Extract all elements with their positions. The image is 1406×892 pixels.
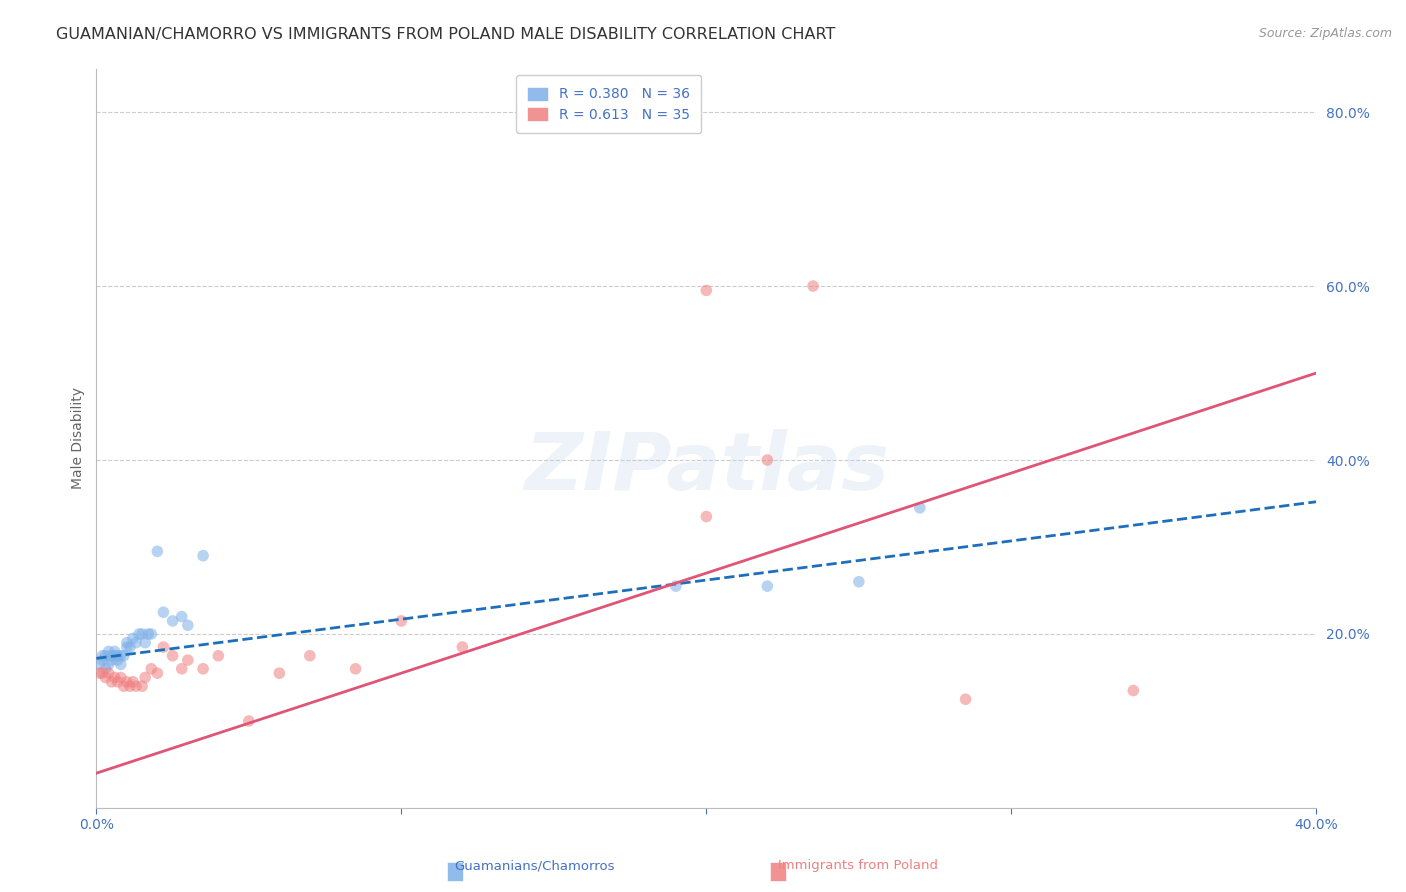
- Point: [152, 640, 174, 654]
- Point: [177, 618, 200, 632]
- Point: [162, 648, 184, 663]
- Point: [344, 662, 367, 676]
- Point: [97, 657, 120, 672]
- Y-axis label: Male Disability: Male Disability: [72, 387, 86, 489]
- Point: [125, 679, 148, 693]
- Point: [91, 666, 114, 681]
- Point: [131, 679, 153, 693]
- Point: [955, 692, 977, 706]
- Point: [110, 671, 132, 685]
- Point: [170, 662, 193, 676]
- Text: Guamanians/Chamorros: Guamanians/Chamorros: [454, 859, 614, 872]
- Point: [122, 674, 145, 689]
- Point: [100, 653, 122, 667]
- Point: [238, 714, 260, 728]
- Point: [451, 640, 474, 654]
- Text: Source: ZipAtlas.com: Source: ZipAtlas.com: [1258, 27, 1392, 40]
- Point: [97, 644, 120, 658]
- Point: [695, 284, 717, 298]
- Point: [97, 666, 120, 681]
- Point: [104, 648, 127, 663]
- Legend: R = 0.380   N = 36, R = 0.613   N = 35: R = 0.380 N = 36, R = 0.613 N = 35: [516, 76, 702, 133]
- Point: [136, 627, 159, 641]
- Text: ZIPatlas: ZIPatlas: [524, 429, 889, 507]
- Point: [94, 662, 117, 676]
- Point: [91, 648, 114, 663]
- Point: [128, 627, 150, 641]
- Point: [91, 653, 114, 667]
- Point: [756, 579, 779, 593]
- Point: [115, 674, 138, 689]
- Point: [125, 636, 148, 650]
- Point: [115, 636, 138, 650]
- Point: [122, 632, 145, 646]
- Point: [269, 666, 291, 681]
- Point: [89, 666, 111, 681]
- Point: [141, 627, 163, 641]
- Point: [177, 653, 200, 667]
- Point: [389, 614, 412, 628]
- Point: [665, 579, 688, 593]
- Point: [104, 671, 127, 685]
- Point: [134, 671, 156, 685]
- Point: [118, 640, 141, 654]
- Point: [162, 614, 184, 628]
- Point: [115, 640, 138, 654]
- Point: [695, 509, 717, 524]
- Point: [170, 609, 193, 624]
- Point: [104, 644, 127, 658]
- Point: [131, 627, 153, 641]
- Text: Immigrants from Poland: Immigrants from Poland: [778, 859, 938, 872]
- Point: [94, 648, 117, 663]
- Point: [110, 648, 132, 663]
- Point: [94, 671, 117, 685]
- Point: [756, 453, 779, 467]
- Point: [110, 657, 132, 672]
- Point: [146, 666, 169, 681]
- Point: [141, 662, 163, 676]
- Point: [107, 674, 129, 689]
- Point: [848, 574, 870, 589]
- Point: [100, 648, 122, 663]
- Point: [146, 544, 169, 558]
- Point: [134, 636, 156, 650]
- Point: [100, 674, 122, 689]
- Point: [89, 657, 111, 672]
- Point: [152, 605, 174, 619]
- Point: [908, 500, 931, 515]
- Point: [801, 279, 824, 293]
- Point: [112, 648, 135, 663]
- Point: [112, 679, 135, 693]
- Point: [298, 648, 321, 663]
- Point: [207, 648, 229, 663]
- Point: [107, 648, 129, 663]
- Point: [118, 679, 141, 693]
- Point: [1122, 683, 1144, 698]
- Point: [191, 549, 214, 563]
- Point: [107, 653, 129, 667]
- Point: [191, 662, 214, 676]
- Text: GUAMANIAN/CHAMORRO VS IMMIGRANTS FROM POLAND MALE DISABILITY CORRELATION CHART: GUAMANIAN/CHAMORRO VS IMMIGRANTS FROM PO…: [56, 27, 835, 42]
